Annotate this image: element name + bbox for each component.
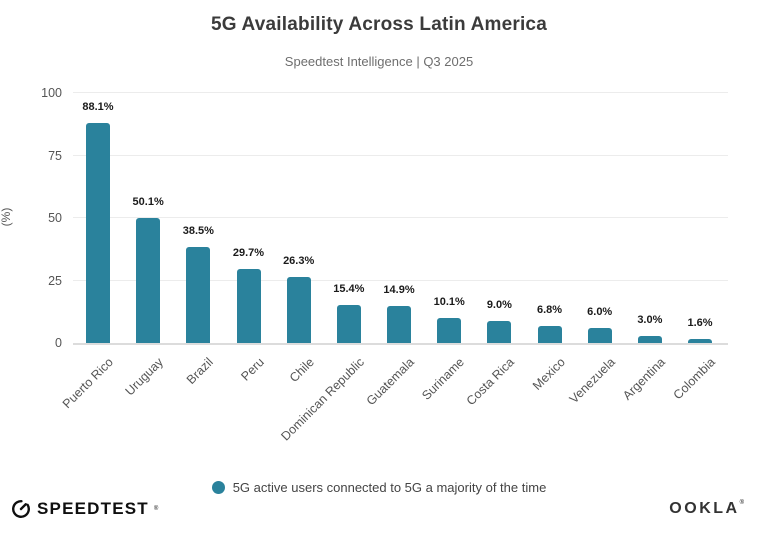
bar-brazil <box>186 246 211 343</box>
bar-suriname <box>437 317 462 343</box>
speedtest-trademark: ® <box>153 506 159 512</box>
value-label: 26.3% <box>283 255 315 268</box>
bar-chile <box>286 277 311 343</box>
bar-dominican-republic <box>336 304 361 343</box>
ookla-wordmark: OOKLA <box>669 500 740 517</box>
value-label: 50.1% <box>132 195 164 208</box>
gridline <box>73 154 728 156</box>
bar-puerto-rico <box>86 122 110 343</box>
value-label: 3.0% <box>637 313 663 326</box>
value-label: 9.0% <box>486 298 512 311</box>
value-label: 29.7% <box>232 246 265 259</box>
plot-area: 88.1% Puerto Rico 50.1% Uruguay 38.5% Brazil 2… <box>60 92 728 444</box>
value-label: 14.9% <box>383 283 415 296</box>
value-label: 1.6% <box>687 317 713 329</box>
chart-title: 5G Availability Across Latin America <box>211 14 547 35</box>
value-label: 38.5% <box>182 224 214 237</box>
legend-label: 5G active users connected to 5G a majori… <box>232 480 547 495</box>
value-label: 88.1% <box>82 100 114 113</box>
y-tick-label: 100 <box>41 86 62 100</box>
bar-costa-rica <box>487 320 512 343</box>
y-tick-label: 50 <box>48 211 62 225</box>
y-axis-ticks: 0 25 50 75 100 <box>0 86 62 350</box>
y-tick-label: 0 <box>55 336 62 350</box>
ookla-trademark: ® <box>739 500 744 506</box>
value-label: 6.0% <box>587 306 613 318</box>
legend-marker-icon <box>211 481 225 494</box>
value-label: 6.8% <box>536 304 563 316</box>
speedtest-wordmark: SPEEDTEST <box>37 499 149 518</box>
gridline <box>73 217 728 218</box>
bar-peru <box>236 268 261 343</box>
value-label: 10.1% <box>433 295 465 308</box>
y-tick-label: 25 <box>48 273 62 288</box>
speedtest-logo: SPEEDTEST ® <box>10 498 158 520</box>
y-tick-label: 75 <box>48 148 62 163</box>
gridline <box>73 92 728 93</box>
bar-argentina <box>637 335 662 343</box>
bar-colombia <box>688 339 713 343</box>
speedtest-gauge-icon <box>10 498 32 520</box>
bar-mexico <box>537 326 562 343</box>
chart-subtitle: Speedtest Intelligence | Q3 2025 <box>284 54 474 69</box>
bar-guatemala <box>387 305 412 343</box>
value-label: 15.4% <box>333 282 365 295</box>
bar-venezuela <box>587 328 612 343</box>
bar-uruguay <box>136 217 161 343</box>
legend: 5G active users connected to 5G a majori… <box>0 480 758 495</box>
ookla-logo: OOKLA® <box>669 500 744 518</box>
gridline <box>73 279 728 281</box>
